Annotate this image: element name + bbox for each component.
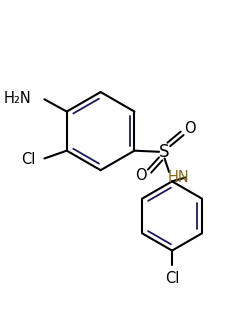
Text: HN: HN <box>167 170 189 185</box>
Text: S: S <box>159 143 169 161</box>
Text: Cl: Cl <box>164 271 179 286</box>
Text: Cl: Cl <box>21 152 35 167</box>
Text: H₂N: H₂N <box>3 91 31 106</box>
Text: O: O <box>184 122 195 136</box>
Text: O: O <box>135 168 146 183</box>
